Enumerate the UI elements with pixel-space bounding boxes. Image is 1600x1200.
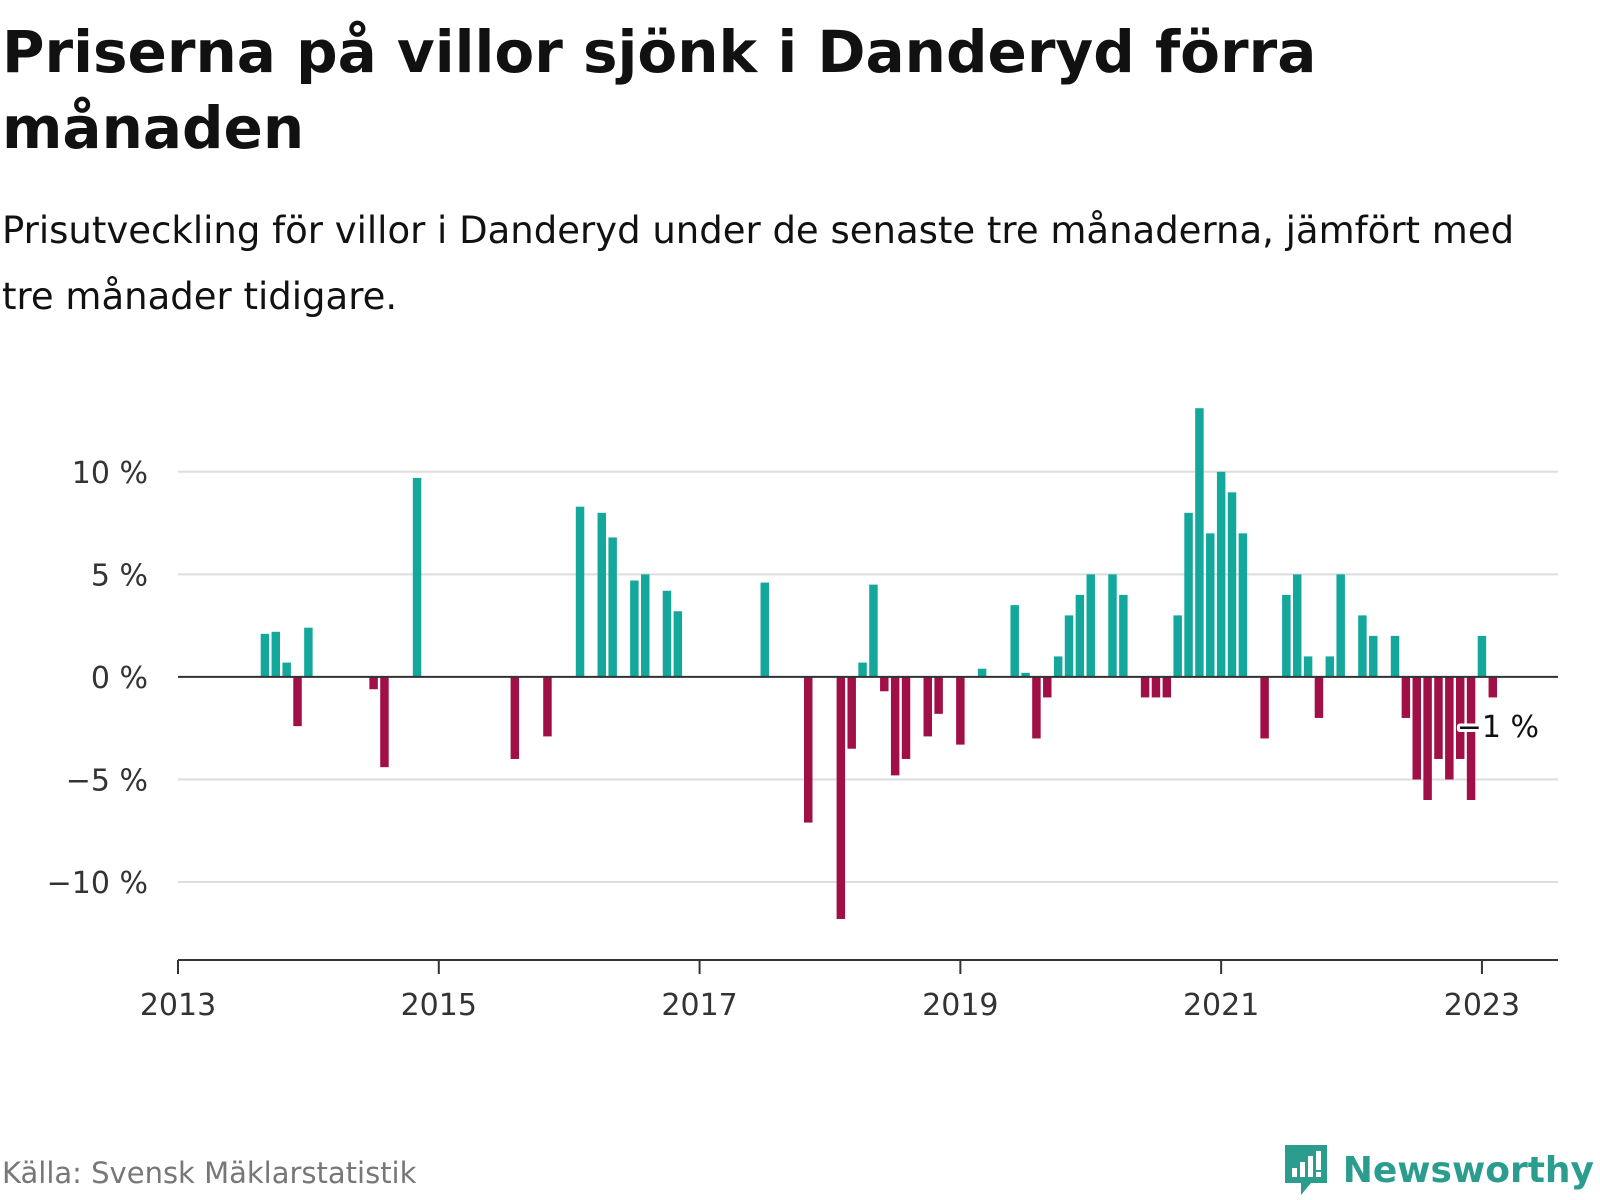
bar xyxy=(934,676,943,714)
bar xyxy=(1064,615,1074,677)
end-value-label: −1 % xyxy=(1457,710,1539,745)
annotations: −1 % xyxy=(1454,707,1542,748)
bar xyxy=(1151,676,1161,698)
bar xyxy=(597,512,607,677)
bar xyxy=(1282,594,1291,677)
bar xyxy=(836,676,846,919)
brand-name: Newsworthy xyxy=(1342,1149,1594,1191)
bar-chart: 2013 2015 2017 2019 2021 2023 10 % 5 % 0 % −5 % −… xyxy=(47,408,1558,1023)
bar xyxy=(630,580,639,677)
bar xyxy=(369,676,378,690)
x-axis: 2013 2015 2017 2019 2021 2023 xyxy=(140,959,1558,1023)
bar xyxy=(1401,676,1411,718)
bar xyxy=(1358,615,1367,677)
bar xyxy=(1206,533,1215,677)
bar xyxy=(1325,656,1335,677)
bar xyxy=(1032,676,1041,739)
gridlines xyxy=(178,470,1558,884)
bars xyxy=(260,408,1498,919)
bar xyxy=(1043,676,1052,698)
bar xyxy=(1053,656,1063,677)
bar xyxy=(1227,492,1237,677)
bar xyxy=(760,582,770,677)
y-tick-label: 5 % xyxy=(91,558,148,593)
chart-title: Priserna på villor sjönk i Danderyd förr… xyxy=(2,18,1317,162)
bar xyxy=(293,676,302,727)
bar xyxy=(1086,574,1095,677)
bar xyxy=(923,676,933,737)
bar xyxy=(282,662,291,677)
y-tick-label: −10 % xyxy=(47,866,148,901)
bar xyxy=(271,631,281,677)
bar xyxy=(1314,676,1324,718)
bar xyxy=(901,676,911,759)
bar xyxy=(1021,672,1030,677)
bar xyxy=(412,477,422,677)
x-tick-label: 2021 xyxy=(1183,988,1259,1023)
bar xyxy=(662,590,672,677)
newsworthy-logo-icon xyxy=(1284,1145,1327,1195)
bar xyxy=(1108,574,1117,677)
bar xyxy=(1260,676,1269,739)
bar xyxy=(1292,574,1302,677)
bar xyxy=(673,611,683,677)
bar xyxy=(1238,533,1248,677)
bar xyxy=(1184,512,1193,677)
y-axis-labels: 10 % 5 % 0 % −5 % −10 % xyxy=(47,456,148,901)
bar xyxy=(956,676,965,745)
bar xyxy=(1140,676,1150,698)
bar xyxy=(1195,408,1204,677)
bar xyxy=(304,627,313,677)
bar xyxy=(880,676,889,692)
bar xyxy=(1445,676,1454,780)
y-tick-label: −5 % xyxy=(66,763,148,798)
bar xyxy=(847,676,856,749)
bar xyxy=(1423,676,1432,800)
bar xyxy=(869,584,878,677)
bar xyxy=(543,676,552,737)
y-tick-label: 10 % xyxy=(72,456,148,491)
bar xyxy=(1412,676,1421,780)
bar xyxy=(1075,594,1085,677)
bar xyxy=(1466,676,1476,800)
x-tick-label: 2013 xyxy=(140,988,216,1023)
bar xyxy=(1216,471,1226,677)
bar xyxy=(977,668,987,677)
bar xyxy=(260,633,270,677)
x-tick-label: 2023 xyxy=(1444,988,1520,1023)
bar xyxy=(1119,594,1128,677)
source-note: Källa: Svensk Mäklarstatistik xyxy=(2,1156,417,1190)
bar xyxy=(1162,676,1172,698)
bar xyxy=(890,676,900,776)
bar xyxy=(858,662,867,677)
bar xyxy=(1173,615,1182,677)
chart-subtitle: Prisutveckling för villor i Danderyd und… xyxy=(2,209,1515,318)
bar xyxy=(1434,676,1443,759)
newsworthy-logo: Newsworthy xyxy=(1281,1143,1594,1197)
bar xyxy=(1488,676,1498,698)
x-tick-label: 2019 xyxy=(922,988,998,1023)
bar xyxy=(1303,656,1313,677)
bar xyxy=(1369,635,1378,677)
bar xyxy=(380,676,389,768)
bar xyxy=(608,537,617,677)
bar xyxy=(1336,574,1345,677)
x-tick-label: 2015 xyxy=(401,988,477,1023)
bar xyxy=(1010,605,1019,677)
bar xyxy=(575,506,585,677)
bar xyxy=(1455,676,1465,759)
bar xyxy=(1390,635,1400,677)
bar xyxy=(803,676,813,823)
bar xyxy=(641,574,650,677)
bar xyxy=(1477,635,1487,677)
bar xyxy=(510,676,520,759)
x-tick-label: 2017 xyxy=(661,988,737,1023)
y-tick-label: 0 % xyxy=(91,661,148,696)
